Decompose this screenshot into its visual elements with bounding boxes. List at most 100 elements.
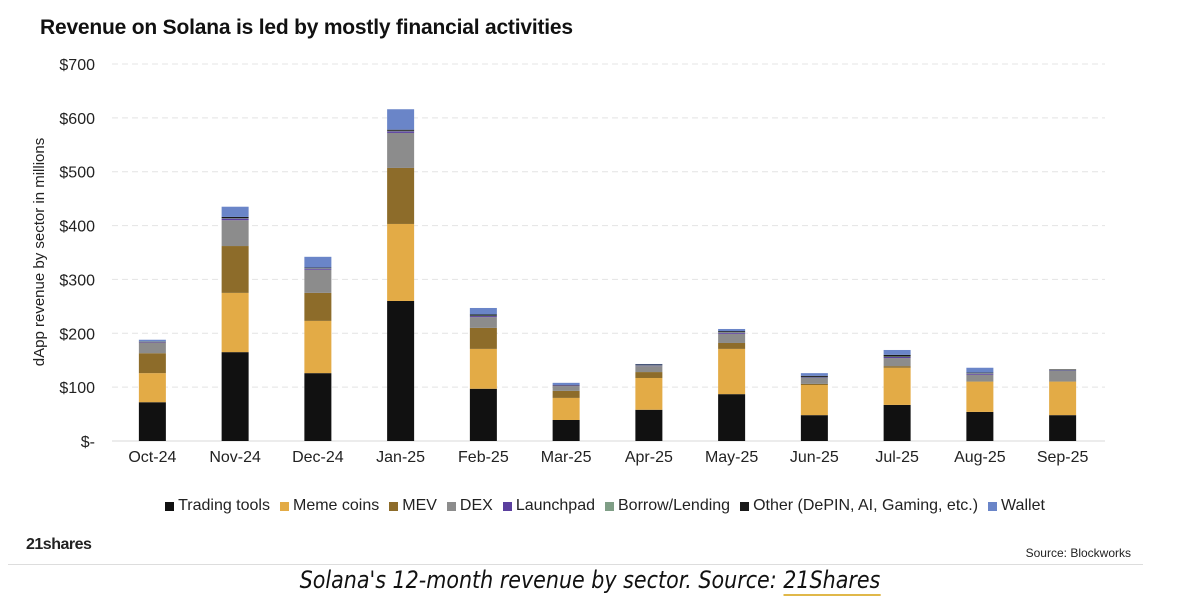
bar-segment [800,377,828,384]
y-tick-label: $400 [59,219,95,236]
bar-segment [138,353,166,374]
bar-segment [221,246,249,293]
bar-segment [1049,381,1077,382]
bar-segment [469,315,497,317]
bar-stack [966,367,994,441]
bar-segment [221,216,249,219]
y-tick-label: $600 [59,111,95,128]
bar-segment [221,218,249,221]
bar-stack [635,363,663,441]
bar-segment [718,331,746,333]
legend-label: Borrow/Lending [618,497,731,514]
bar-segment [966,372,994,374]
x-tick-label: Mar-25 [541,449,592,466]
bar-segment [1049,381,1077,416]
bar-stack [387,109,415,441]
bar-segment [800,373,828,376]
x-axis-ticks: Oct-24 Nov-24 Dec-24 Jan-25 Feb-25 Mar-25 Apr-… [128,449,1088,466]
bar-segment [552,382,580,385]
bar-segment [387,223,415,301]
bar-segment [966,374,994,382]
bars [138,109,1077,441]
legend-label: Wallet [1001,497,1045,514]
y-axis-label: dApp revenue by sector in millions [31,138,48,366]
bar-segment [552,397,580,420]
gridlines [112,63,1105,442]
bar-segment [138,373,166,403]
bar-segment [966,373,994,374]
legend-item: Meme coins [279,497,380,515]
bar-segment [304,268,332,269]
bar-segment [1049,369,1077,370]
x-tick-label: May-25 [705,449,758,466]
y-tick-label: $100 [59,380,95,397]
bar-segment [138,342,166,354]
legend-swatch [740,501,750,511]
y-axis-ticks: $- $100 $200 $300 $400 $500 $600 $700 [59,57,95,451]
legend-label: MEV [402,497,437,514]
bar-segment [1049,370,1077,382]
bar-segment [883,366,911,368]
bar-segment [304,320,332,374]
bar-stack [883,349,911,441]
bar-segment [221,206,249,217]
x-tick-label: Jun-25 [790,449,839,466]
bar-segment [138,339,166,342]
bar-segment [883,404,911,441]
stacked-bar-chart: $- $100 $200 $300 $400 $500 $600 $700 Oct-24 Nov… [31,57,1105,466]
bar-segment [469,316,497,318]
bar-segment [469,317,497,328]
y-tick-label: $300 [59,272,95,289]
legend-swatch [389,501,399,511]
legend-label: Meme coins [292,497,380,514]
bar-segment [304,267,332,269]
bar-segment [966,381,994,382]
legend-swatch [279,501,289,511]
bar-segment [469,314,497,316]
legend-swatch [988,501,998,511]
bar-segment [883,354,911,357]
bar-segment [552,386,580,391]
bar-segment [800,375,828,377]
bar-segment [718,342,746,349]
bar-segment [138,402,166,441]
bar-segment [966,373,994,375]
bar-segment [718,348,746,395]
bar-segment [387,132,415,168]
bar-segment [469,327,497,349]
bar-segment [800,383,828,385]
bar-segment [1049,415,1077,441]
x-tick-label: Feb-25 [458,449,509,466]
bar-segment [387,129,415,131]
bar-segment [552,385,580,387]
caption-link[interactable]: 21Shares [783,566,881,596]
x-tick-label: Oct-24 [128,449,176,466]
y-tick-label: $500 [59,165,95,182]
x-tick-label: Apr-25 [625,449,673,466]
legend-item: DEX [446,497,493,515]
bar-segment [138,341,166,343]
bar-segment [221,352,249,441]
bar-stack [718,328,746,441]
x-tick-label: Nov-24 [209,449,261,466]
source-note: Source: Blockworks [1025,546,1131,560]
divider [8,564,1143,565]
bar-segment [635,366,663,373]
bar-segment [1049,369,1077,371]
bar-stack [138,339,166,441]
y-tick-label: $- [81,434,95,451]
bar-segment [552,390,580,398]
caption: Solana's 12-month revenue by sector. Sou… [83,566,1098,596]
legend-item: Borrow/Lending [605,497,730,515]
bar-stack [552,382,580,441]
bar-segment [221,220,249,247]
legend-item: Launchpad [502,497,595,515]
bar-segment [718,328,746,332]
legend: Trading tools Meme coins MEV DEX Launchpad Bo… [0,497,1180,516]
bar-stack [1049,369,1077,441]
bar-segment [800,377,828,378]
legend-item: Trading tools [165,497,270,515]
legend-swatch [165,501,175,511]
bar-segment [304,256,332,268]
y-tick-label: $700 [59,57,95,74]
